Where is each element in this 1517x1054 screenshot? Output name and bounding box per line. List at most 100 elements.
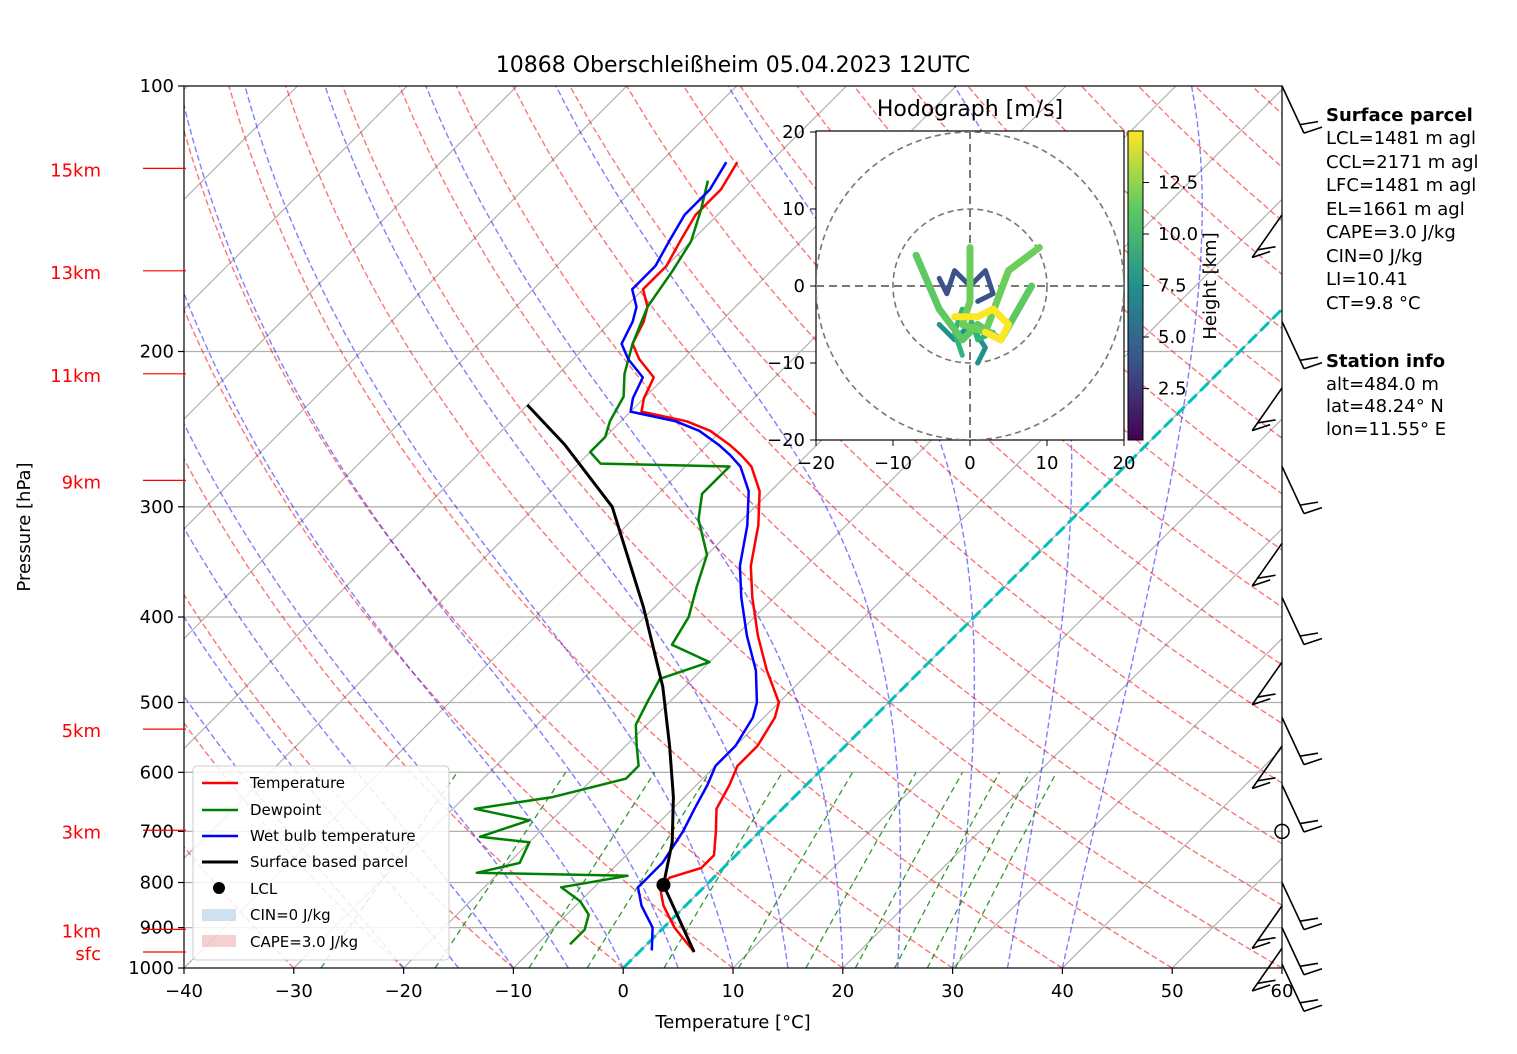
x-tick-label: 60 xyxy=(1271,981,1294,1002)
dry-adiabat xyxy=(512,86,1282,845)
hodograph-title: Hodograph [m/s] xyxy=(877,97,1063,122)
legend-cin: CIN=0 J/kg xyxy=(250,906,331,924)
wind-barb xyxy=(1251,661,1283,706)
surface-parcel-ccl: CCL=2171 m agl xyxy=(1326,152,1479,173)
moist-adiabat xyxy=(555,86,902,968)
freezing-isotherm xyxy=(622,307,1282,968)
dry-adiabat xyxy=(184,307,734,968)
dry-adiabat xyxy=(184,721,405,968)
series-wet-bulb-temperature xyxy=(620,161,759,951)
lcl-marker xyxy=(656,877,671,892)
series-dewpoint xyxy=(473,180,731,946)
surface-parcel-cin: CIN=0 J/kg xyxy=(1326,246,1423,267)
y-tick-label: 100 xyxy=(140,76,174,97)
x-tick-label: 40 xyxy=(1051,981,1074,1002)
isotherm xyxy=(1171,857,1282,968)
height-label: 3km xyxy=(62,822,101,843)
moist-adiabat xyxy=(184,526,514,968)
wind-barb xyxy=(1251,947,1283,992)
wind-barb xyxy=(1281,85,1323,134)
station-info-lon: lon=11.55° E xyxy=(1326,419,1446,440)
x-axis-label: Temperature [°C] xyxy=(654,1012,810,1033)
mixing-ratio-line xyxy=(926,771,1031,968)
moist-adiabat xyxy=(184,422,569,968)
isotherm xyxy=(952,637,1282,968)
wind-barb xyxy=(1251,542,1283,587)
dry-adiabat xyxy=(184,457,624,968)
moist-adiabat xyxy=(425,86,844,968)
mixing-ratio-line xyxy=(528,771,656,968)
x-tick-label: 30 xyxy=(941,981,964,1002)
height-label: 11km xyxy=(50,366,101,387)
hodograph-y-tick: 20 xyxy=(782,122,805,143)
y-tick-label: 600 xyxy=(140,762,174,783)
chart-title: 10868 Oberschleißheim 05.04.2023 12UTC xyxy=(496,53,971,78)
hodograph-colorbar xyxy=(1127,130,1144,441)
colorbar-label: Height [km] xyxy=(1200,232,1221,339)
wind-barb xyxy=(1281,466,1323,515)
mixing-ratio-line xyxy=(434,771,567,968)
mixing-ratio-line xyxy=(805,771,917,968)
x-tick-label: 20 xyxy=(831,981,854,1002)
station-info-heading: Station info xyxy=(1326,351,1445,372)
series-surface-based-parcel xyxy=(526,403,696,953)
hodograph-y-tick: 10 xyxy=(782,199,805,220)
legend-temperature: Temperature xyxy=(249,774,345,792)
legend-cape: CAPE=3.0 J/kg xyxy=(250,933,358,951)
wind-barb xyxy=(1281,963,1323,1013)
hodograph-y-tick: −10 xyxy=(767,353,805,374)
height-label: 15km xyxy=(50,160,101,181)
legend-dewpoint: Dewpoint xyxy=(250,801,321,819)
height-label: 13km xyxy=(50,263,101,284)
wind-barb xyxy=(1251,745,1283,790)
isotherm xyxy=(1061,747,1282,968)
hodograph-x-tick: −10 xyxy=(874,453,912,474)
y-tick-label: 900 xyxy=(140,918,174,939)
height-label: 5km xyxy=(62,721,101,742)
isotherm xyxy=(842,527,1282,968)
colorbar-tick: 7.5 xyxy=(1158,276,1187,297)
x-tick-label: 0 xyxy=(617,981,628,1002)
wind-barb xyxy=(1281,717,1323,766)
station-info-lat: lat=48.24° N xyxy=(1326,396,1444,417)
x-tick-label: −10 xyxy=(494,981,532,1002)
colorbar-tick: 2.5 xyxy=(1158,379,1187,400)
wind-barbs xyxy=(1251,85,1323,1013)
legend-lcl: LCL xyxy=(250,880,278,898)
x-tick-label: −30 xyxy=(275,981,313,1002)
dry-adiabat xyxy=(341,86,1173,968)
hodograph: Hodograph [m/s] −20−20 −10 −10 0 0 10 10 20 20 2… xyxy=(767,97,1221,474)
wind-barb xyxy=(1281,784,1323,833)
colorbar-tick: 12.5 xyxy=(1158,173,1198,194)
y-tick-label: 700 xyxy=(140,821,174,842)
dry-adiabat xyxy=(853,86,1282,495)
wind-barb xyxy=(1281,927,1323,976)
legend: Temperature Dewpoint Wet bulb temperatur… xyxy=(192,765,450,961)
moist-adiabat xyxy=(184,291,624,968)
x-tick-label: 50 xyxy=(1161,981,1184,1002)
height-label: 9km xyxy=(62,472,101,493)
hodograph-trace-segment xyxy=(958,244,1043,336)
surface-parcel-cape: CAPE=3.0 J/kg xyxy=(1326,222,1456,243)
y-tick-label: 300 xyxy=(140,497,174,518)
wind-barb xyxy=(1281,597,1323,646)
hodograph-trace-segment xyxy=(951,305,1012,344)
moist-adiabat xyxy=(184,102,679,968)
wind-barb xyxy=(1251,214,1283,259)
hodograph-y-tick: −20 xyxy=(767,430,805,451)
surface-parcel-li: LI=10.41 xyxy=(1326,269,1408,290)
surface-parcel-lcl: LCL=1481 m agl xyxy=(1326,128,1476,149)
dry-adiabat xyxy=(398,86,1282,968)
wind-barb xyxy=(1251,905,1283,950)
isotherm xyxy=(732,418,1282,968)
dry-adiabat xyxy=(228,86,953,968)
y-axis-label: Pressure [hPa] xyxy=(14,462,35,591)
station-info-alt: alt=484.0 m xyxy=(1326,374,1439,395)
surface-parcel-ct: CT=9.8 °C xyxy=(1326,293,1421,314)
x-tick-label: −40 xyxy=(165,981,203,1002)
y-tick-label: 800 xyxy=(140,873,174,894)
surface-parcel-el: EL=1661 m agl xyxy=(1326,199,1465,220)
wind-barb xyxy=(1251,387,1283,432)
isotherm xyxy=(184,86,847,750)
legend-parcel: Surface based parcel xyxy=(250,853,408,871)
